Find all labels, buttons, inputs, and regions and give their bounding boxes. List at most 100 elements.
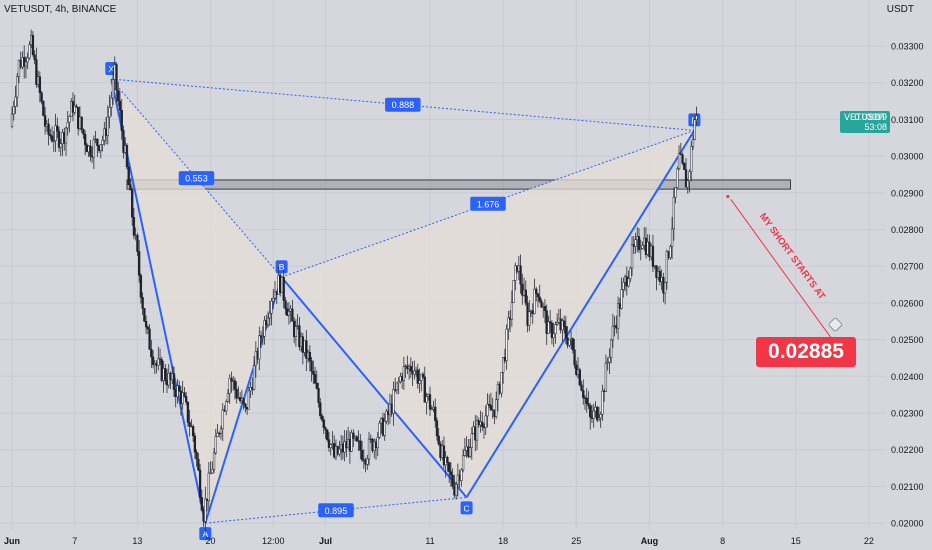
candle-body (64, 127, 68, 144)
candle-body (80, 116, 83, 130)
alert-icon (828, 317, 843, 332)
candle-body (488, 403, 491, 406)
candle-body (183, 392, 186, 397)
candle-body (233, 380, 237, 390)
candle-body (329, 444, 332, 448)
candle-body (14, 96, 17, 107)
y-tick-label: 0.02200 (891, 445, 924, 455)
candle-body (449, 471, 453, 476)
candle-body (679, 153, 682, 156)
candle-body (33, 54, 36, 60)
candle-body (554, 324, 557, 335)
candle-body (552, 333, 555, 338)
candle-body (148, 328, 151, 350)
candle-body (225, 401, 228, 412)
candle-body (219, 428, 223, 434)
candle-body (489, 405, 493, 411)
time-axis[interactable]: Jun 7 13 20 12:00 Jul 11 18 25 Aug 8 15 22 (4, 536, 874, 546)
candle-body (129, 184, 132, 191)
candle-body (512, 280, 515, 303)
candle-body (589, 405, 592, 418)
candle-body (308, 351, 311, 362)
candle-body (131, 189, 134, 218)
candle-body (555, 322, 559, 325)
candle-body (204, 498, 207, 522)
candle-body (84, 134, 87, 146)
candle-body (89, 145, 92, 157)
candle-body (242, 398, 245, 405)
x-tick-label: 7 (72, 536, 77, 546)
candle-body (47, 123, 50, 135)
candle-body (310, 360, 313, 372)
candle-body (677, 153, 681, 170)
candle-body (24, 61, 28, 67)
candle-body (695, 115, 698, 120)
candle-body (629, 267, 632, 280)
candle-body (608, 357, 611, 363)
candle-body (317, 388, 320, 403)
candle-body (568, 339, 571, 346)
candle-body (141, 297, 144, 309)
candle-body (268, 312, 271, 319)
candle-body (601, 390, 604, 415)
candle-body (96, 138, 99, 146)
bcd-fill (281, 130, 695, 498)
candle-body (10, 113, 14, 127)
candle-body (59, 143, 62, 148)
candle-body (684, 169, 688, 188)
candle-body (599, 414, 602, 419)
x-tick-label: Jun (4, 536, 20, 546)
price-axis-bg (885, 0, 932, 550)
annotation-dot (726, 194, 730, 199)
candle-body (543, 306, 547, 312)
candle-body (188, 422, 191, 427)
candle-body (690, 146, 693, 172)
candle-body (418, 380, 421, 384)
candle-body (211, 469, 214, 474)
candle-body (538, 296, 541, 302)
candle-body (533, 288, 536, 314)
x-tick-label: Aug (641, 536, 659, 546)
candle-body (630, 244, 634, 269)
candle-body (38, 76, 42, 93)
candle-body (442, 445, 446, 466)
candle-body (66, 121, 69, 129)
candle-body (413, 370, 416, 375)
candle-body (122, 130, 125, 153)
candle-body (383, 421, 386, 436)
candle-body (430, 408, 433, 411)
candle-body (158, 358, 162, 360)
y-tick-label: 0.02300 (891, 409, 924, 419)
candle-body (665, 251, 669, 283)
candle-body (191, 426, 195, 437)
candle-body (587, 403, 590, 407)
zone-rect (126, 179, 792, 190)
candle-body (528, 311, 531, 326)
candle-body (641, 245, 644, 249)
x-tick-label: 20 (206, 536, 216, 546)
candle-body (658, 271, 662, 282)
price-axis[interactable]: 0.03300 0.03200 0.03100 0.03000 0.02900 0.028… (885, 0, 932, 550)
candle-body (315, 382, 318, 389)
candle-body (284, 300, 287, 310)
candle-body (146, 326, 149, 330)
candle-body (185, 396, 188, 403)
candle-body (448, 462, 451, 472)
candle-body (56, 125, 59, 132)
candle-body (193, 435, 197, 453)
candle-body (139, 275, 143, 298)
candle-body (350, 432, 353, 452)
candle-body (416, 369, 419, 384)
candle-body (395, 382, 399, 391)
candle-body (571, 338, 574, 351)
candle-body (49, 134, 52, 137)
candle-body (207, 472, 210, 501)
candle-body (324, 427, 327, 431)
candle-body (57, 130, 61, 148)
candle-body (186, 401, 190, 423)
candle-body (578, 369, 581, 386)
candle-body (144, 321, 148, 328)
candle-body (634, 239, 637, 247)
price-tag-countdown: 53:08 (864, 122, 887, 132)
